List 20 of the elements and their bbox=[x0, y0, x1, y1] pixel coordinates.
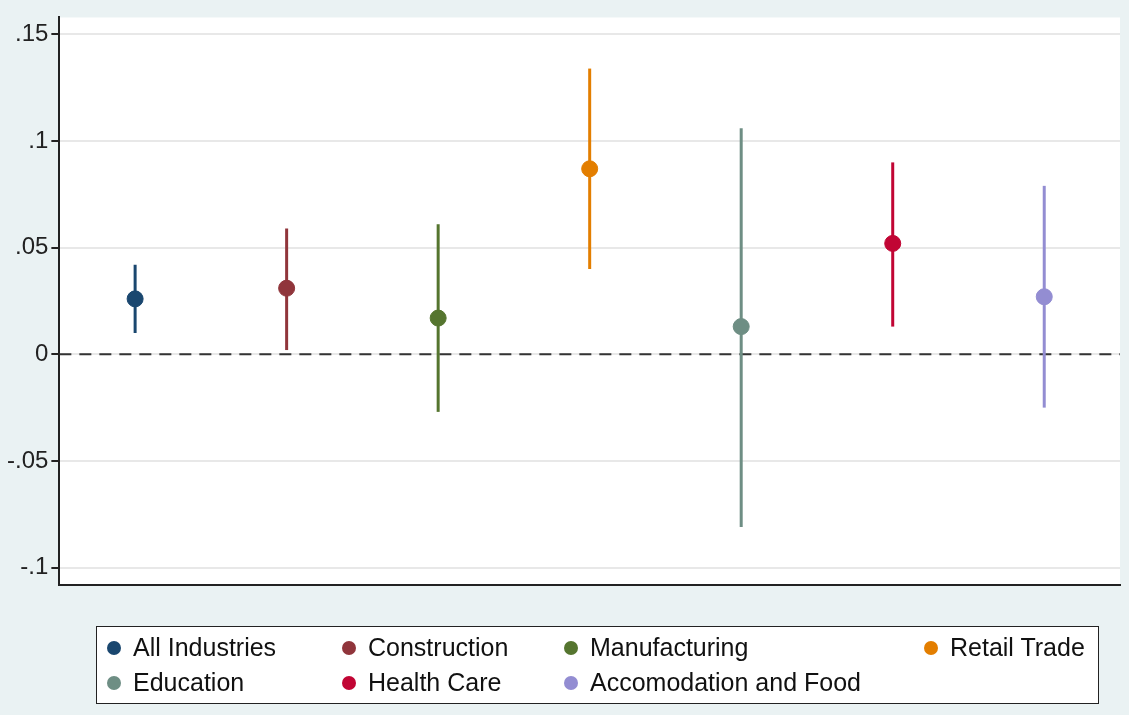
legend-label: Education bbox=[132, 668, 246, 697]
legend-label: Retail Trade bbox=[949, 633, 1086, 662]
point bbox=[884, 234, 902, 252]
point bbox=[278, 279, 296, 297]
y-tick-label: 0 bbox=[35, 338, 49, 366]
legend-label: Accomodation and Food bbox=[589, 668, 862, 697]
y-tick-label: -.05 bbox=[7, 445, 49, 473]
point bbox=[581, 160, 599, 178]
point bbox=[429, 309, 447, 327]
y-tick-label: .1 bbox=[28, 125, 49, 153]
y-tick-label: .05 bbox=[14, 232, 49, 260]
y-tick-label: -.1 bbox=[20, 552, 49, 580]
legend-label: Construction bbox=[367, 633, 510, 662]
point bbox=[1035, 288, 1053, 306]
legend-label: Health Care bbox=[367, 668, 503, 697]
point bbox=[126, 290, 144, 308]
legend-label: Manufacturing bbox=[589, 633, 750, 662]
point bbox=[732, 318, 750, 336]
y-tick-label: .15 bbox=[14, 19, 49, 47]
legend-label: All Industries bbox=[132, 633, 278, 662]
